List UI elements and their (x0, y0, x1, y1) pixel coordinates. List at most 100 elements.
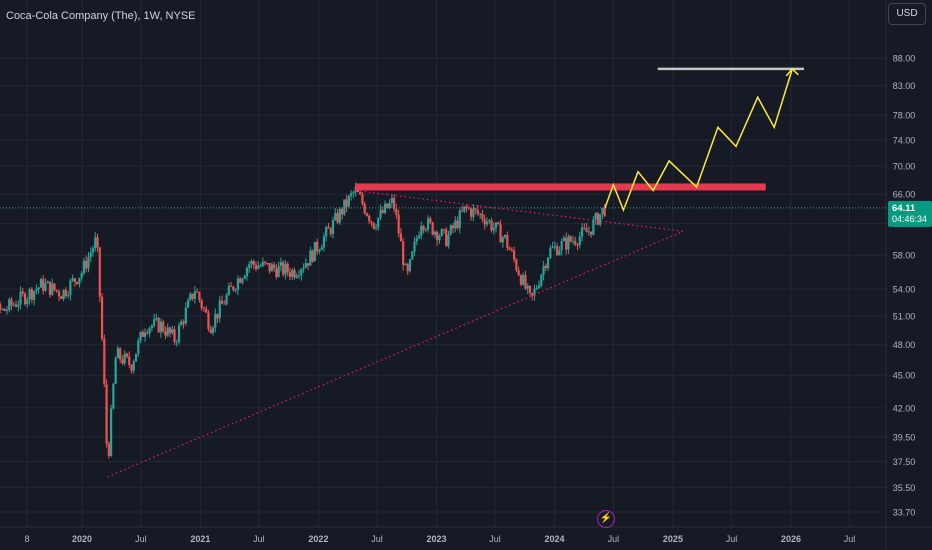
candle-body (10, 299, 13, 306)
candle-body (132, 361, 135, 371)
candle-body (345, 199, 348, 207)
candle-body (125, 353, 129, 357)
candle-body (139, 331, 142, 341)
candle-body (492, 227, 495, 231)
projection-arrowhead (785, 67, 799, 77)
y-tick-label: 74.00 (893, 135, 916, 145)
x-tick-label: Jul (135, 534, 147, 544)
candle-body (159, 321, 163, 333)
candle-body (458, 210, 461, 229)
candle-body (370, 221, 373, 223)
candle-body (98, 247, 101, 297)
candle-body (282, 262, 285, 275)
candle-body (327, 227, 330, 229)
candle-body (438, 236, 441, 241)
candle-body (89, 252, 92, 258)
candle-body (386, 203, 389, 209)
candle-body (200, 299, 203, 308)
candle-body (578, 236, 581, 246)
candle-body (0, 303, 2, 310)
candle-body (82, 260, 86, 274)
candle-body (429, 218, 432, 223)
candle-body (69, 280, 72, 296)
candle-body (390, 197, 393, 203)
candle-body (460, 210, 464, 212)
candle-body (157, 318, 160, 333)
candle-body (239, 278, 242, 283)
candle-body (331, 219, 335, 234)
candle-body (363, 203, 366, 214)
candle-body (220, 300, 224, 304)
candle-body (261, 261, 264, 266)
candle-body (141, 331, 144, 337)
candle-body (503, 234, 507, 238)
candle-body (35, 289, 38, 292)
candle-body (193, 291, 196, 299)
candle-body (454, 220, 457, 229)
candle-body (533, 288, 536, 296)
candle-body (413, 241, 416, 252)
candle-body (574, 240, 577, 245)
candle-body (567, 236, 570, 250)
candle-body (399, 233, 403, 242)
candle-body (85, 260, 88, 269)
candle-body (175, 341, 178, 343)
candle-body (522, 274, 525, 285)
candle-body (551, 247, 554, 249)
candle-body (388, 202, 391, 209)
candle-body (440, 229, 443, 237)
candle-body (128, 356, 131, 365)
y-tick-label: 58.00 (893, 251, 916, 261)
candle-body (513, 250, 516, 260)
candle-body (474, 208, 477, 210)
candle-body (431, 222, 434, 235)
candle-body (445, 229, 448, 247)
y-tick-label: 45.00 (893, 371, 916, 381)
candle-body (207, 312, 210, 330)
candle-body (350, 193, 353, 196)
candle-body (42, 279, 45, 291)
candle-body (483, 219, 486, 225)
candle-body (71, 278, 74, 281)
lightning-icon[interactable]: ⚡ (597, 510, 615, 528)
candle-body (209, 329, 212, 334)
y-tick-label: 37.50 (893, 457, 916, 467)
candle-body (12, 304, 15, 306)
candle-body (26, 299, 29, 305)
candle-body (30, 289, 33, 300)
candle-body (594, 213, 597, 220)
candle-body (436, 231, 439, 241)
candle-body (254, 264, 258, 269)
candle-body (451, 225, 455, 229)
candle-body (87, 257, 90, 269)
candle-body (379, 209, 382, 218)
candle-body (257, 265, 260, 269)
candle-body (275, 268, 278, 277)
candle-body (196, 291, 199, 293)
candle-body (284, 263, 287, 275)
currency-button[interactable]: USD (888, 3, 926, 25)
x-tick-label: 2026 (781, 534, 801, 544)
candle-body (293, 270, 296, 278)
upper-trendline (355, 189, 684, 232)
x-tick-label: Jul (608, 534, 620, 544)
y-tick-label: 88.00 (893, 54, 916, 64)
candle-body (236, 278, 240, 290)
candle-body (562, 237, 566, 242)
candle-body (21, 291, 24, 294)
candle-body (481, 213, 484, 220)
candle-body (546, 257, 550, 269)
lower-trendline (107, 230, 684, 478)
candle-body (259, 265, 262, 267)
candle-body (286, 263, 289, 273)
y-tick-label: 54.00 (893, 284, 916, 294)
candle-body (352, 192, 355, 194)
candle-body (189, 293, 192, 300)
candle-body (295, 275, 298, 278)
candle-body (17, 304, 20, 307)
candle-body (46, 281, 49, 284)
candle-body (372, 222, 375, 229)
candle-body (146, 332, 149, 334)
